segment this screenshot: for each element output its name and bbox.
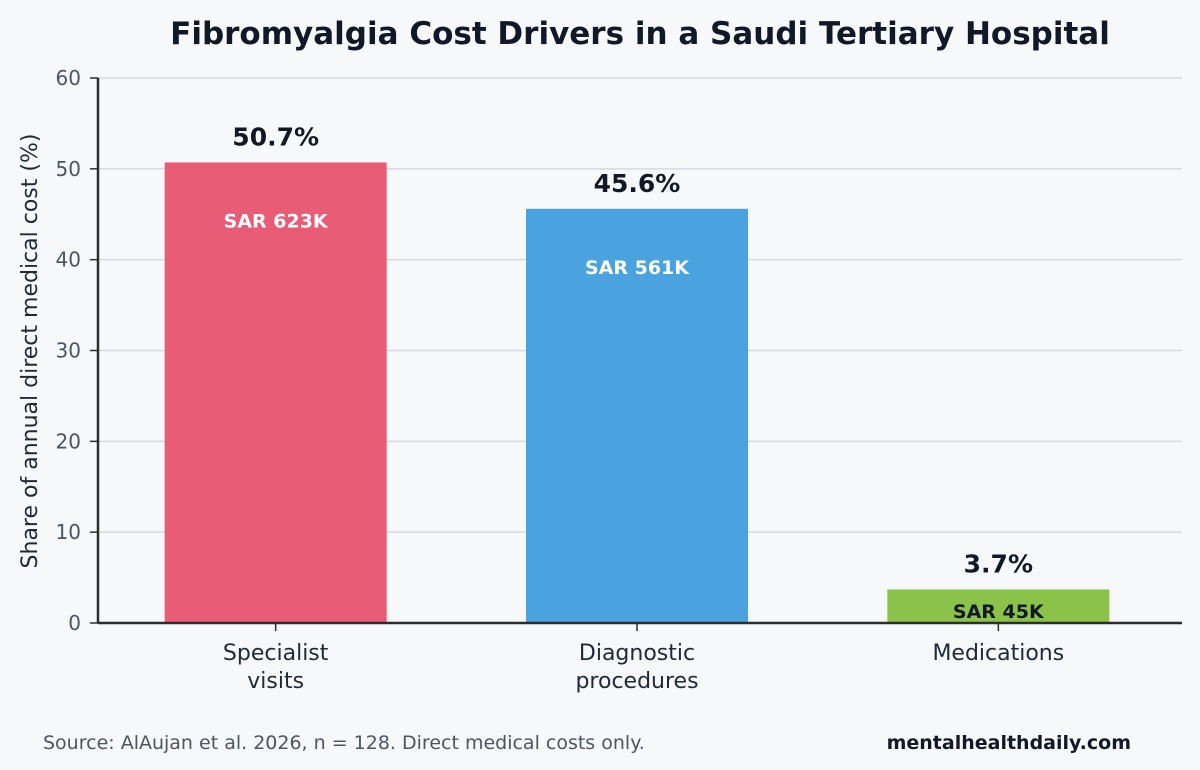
x-tick-label: Medications (932, 641, 1064, 666)
bar-cost-label: SAR 561K (585, 257, 690, 279)
y-tick-label: 20 (56, 429, 81, 453)
bar-cost-label: SAR 623K (224, 210, 329, 232)
x-tick-label-line: Medications (932, 641, 1064, 666)
y-axis-label: Share of annual direct medical cost (%) (18, 134, 43, 569)
source-note: Source: AlAujan et al. 2026, n = 128. Di… (43, 732, 645, 754)
x-tick-label-line: Diagnostic (579, 641, 695, 666)
bar (526, 208, 748, 624)
y-tick-label: 0 (68, 611, 81, 635)
bar-value-label: 45.6% (594, 169, 681, 198)
x-tick-label-line: procedures (575, 669, 698, 694)
bar-value-label: 50.7% (232, 122, 319, 151)
bar (164, 162, 387, 623)
y-axis: 0 10 20 30 40 50 60 (56, 66, 100, 635)
y-tick-label: 40 (56, 248, 81, 272)
chart-title: Fibromyalgia Cost Drivers in a Saudi Ter… (170, 16, 1110, 52)
x-tick-label-line: Specialist (223, 641, 329, 666)
brand-link[interactable]: mentalhealthdaily.com (887, 732, 1131, 754)
x-tick-label: Specialist visits (223, 641, 329, 694)
y-tick-label: 10 (56, 520, 81, 544)
y-tick-label: 60 (56, 66, 81, 90)
bar-value-label: 3.7% (964, 549, 1033, 578)
bar (887, 589, 1110, 623)
bars: 50.7% SAR 623K 45.6% SAR 561K 3.7% SAR 45K (164, 122, 1110, 624)
y-tick-label: 50 (56, 157, 81, 181)
x-tick-label: Diagnostic procedures (575, 641, 698, 694)
x-tick-label-line: visits (247, 669, 304, 694)
x-axis: Specialist visits Diagnostic procedures Medi… (98, 621, 1182, 694)
bar-cost-label: SAR 45K (953, 601, 1045, 623)
y-tick-label: 30 (56, 339, 81, 363)
